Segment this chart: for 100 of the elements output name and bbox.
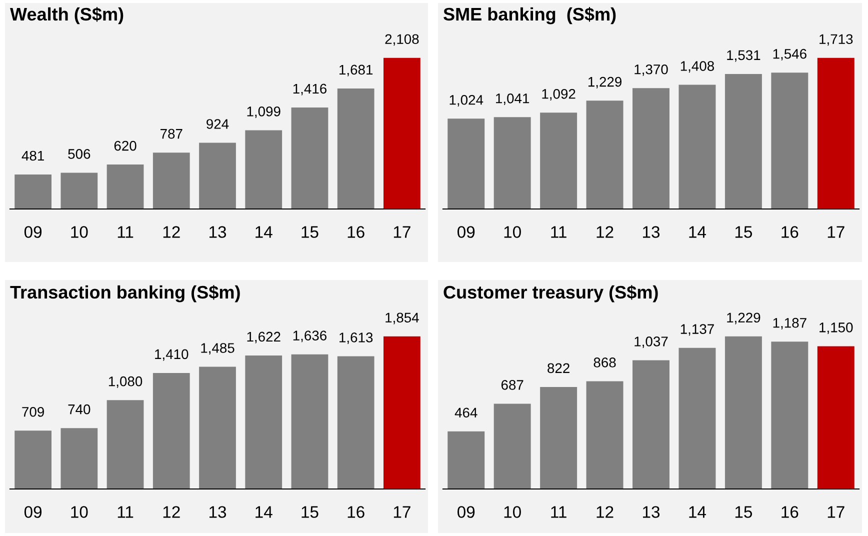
x-tick-label: 11	[551, 226, 566, 238]
bar	[337, 88, 374, 209]
chart-title: Transaction banking (S$m)	[10, 285, 240, 302]
bar	[291, 107, 328, 209]
bar	[245, 356, 282, 489]
x-tick-label: 13	[643, 226, 660, 238]
x-tick-label: 10	[504, 506, 521, 518]
x-tick-label: 14	[689, 226, 706, 238]
data-label: 506	[68, 149, 90, 159]
data-label: 1,370	[634, 64, 668, 76]
bar	[586, 100, 624, 209]
x-tick-label: 16	[782, 226, 798, 238]
x-tick-label: 10	[71, 226, 88, 238]
x-tick-label: 14	[256, 226, 272, 238]
bar	[14, 430, 52, 489]
data-label: 481	[22, 150, 44, 161]
x-tick-label: 11	[118, 506, 134, 518]
data-label: 740	[68, 404, 90, 414]
x-tick-label: 16	[348, 226, 364, 238]
data-label: 1,410	[155, 349, 188, 361]
bar	[106, 400, 144, 489]
data-label: 1,024	[450, 94, 484, 106]
data-label: 1,416	[293, 84, 326, 96]
bar	[632, 88, 670, 209]
data-label: 1,187	[773, 318, 806, 330]
x-tick-label: 12	[163, 506, 180, 518]
bar	[771, 342, 808, 489]
data-label: 787	[160, 128, 182, 139]
data-label: 1,080	[108, 376, 142, 388]
bar	[14, 174, 52, 209]
x-tick-label: 13	[643, 506, 660, 518]
data-label: 1,137	[680, 324, 714, 336]
bar	[384, 58, 420, 209]
x-tick-label: 17	[828, 506, 844, 518]
chart-title: SME banking (S$m)	[444, 7, 616, 24]
data-label: 1,546	[773, 48, 806, 60]
data-label: 1,229	[727, 312, 760, 324]
chart-title: Customer treasury (S$m)	[444, 285, 658, 302]
bar	[152, 372, 190, 489]
bar	[817, 58, 854, 209]
x-tick-label: 12	[596, 506, 614, 518]
data-label: 1,041	[496, 93, 530, 105]
data-label: 709	[22, 406, 44, 417]
bar	[152, 152, 190, 209]
bar	[817, 346, 854, 489]
data-label: 1,092	[542, 88, 576, 100]
data-label: 1,037	[634, 336, 668, 348]
bar	[586, 381, 624, 489]
data-label: 1,681	[340, 64, 373, 76]
data-label: 2,108	[385, 34, 419, 46]
x-tick-label: 11	[551, 506, 566, 518]
x-tick-label: 09	[457, 226, 475, 238]
data-label: 687	[501, 380, 524, 390]
x-tick-label: 15	[302, 506, 318, 518]
bar	[494, 404, 531, 489]
x-tick-label: 15	[302, 226, 318, 238]
x-tick-label: 10	[504, 226, 521, 238]
bar	[678, 84, 716, 209]
x-tick-label: 16	[782, 506, 798, 518]
data-label: 1,229	[588, 76, 622, 88]
bar	[448, 431, 485, 489]
bar	[540, 112, 578, 209]
x-tick-label: 16	[348, 506, 364, 518]
data-label: 620	[114, 140, 136, 151]
x-tick-label: 14	[689, 506, 706, 518]
x-tick-label: 13	[210, 506, 226, 518]
bar	[199, 366, 236, 489]
x-tick-label: 14	[256, 506, 272, 518]
data-label: 868	[594, 358, 616, 368]
data-label: 822	[548, 363, 570, 374]
bar	[494, 117, 531, 209]
x-tick-label: 13	[210, 226, 226, 238]
bar	[678, 348, 716, 489]
x-tick-label: 12	[596, 226, 614, 238]
chart-title: Wealth (S$m)	[10, 7, 124, 24]
data-label: 1,636	[293, 330, 326, 342]
bar	[199, 142, 236, 209]
data-label: 1,622	[247, 332, 280, 344]
bar	[632, 360, 670, 489]
x-tick-label: 17	[394, 226, 410, 238]
bar	[245, 130, 282, 209]
x-tick-label: 15	[735, 506, 752, 518]
data-label: 1,150	[820, 322, 853, 334]
data-label: 1,531	[727, 50, 760, 62]
x-tick-label: 09	[457, 506, 475, 518]
x-tick-label: 15	[735, 226, 752, 238]
bar	[60, 428, 98, 489]
data-label: 1,713	[820, 34, 853, 46]
x-tick-label: 17	[394, 506, 410, 518]
bar	[724, 74, 762, 209]
bar	[724, 336, 762, 489]
x-tick-label: 09	[24, 506, 42, 518]
x-tick-label: 09	[24, 226, 42, 238]
x-tick-label: 11	[118, 226, 134, 238]
bar	[291, 354, 328, 489]
bar	[771, 72, 808, 209]
data-label: 1,408	[680, 61, 714, 73]
bar	[540, 386, 578, 489]
bar	[337, 356, 374, 489]
data-label: 464	[454, 408, 478, 418]
